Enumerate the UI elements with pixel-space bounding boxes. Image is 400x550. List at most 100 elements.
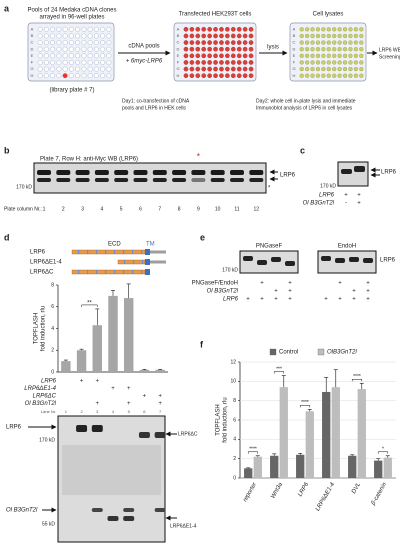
y-tick-label: 6 [51,304,54,310]
marker-label: 170 kD [39,437,55,443]
well [87,26,93,32]
plate-row-label: D [293,46,296,51]
well [189,46,195,52]
well [326,53,331,58]
x-tick-label: Wnt3a [270,481,284,500]
ecd-stripe [105,270,107,274]
band [91,508,103,512]
band [114,178,129,182]
well [56,73,62,79]
sign: + [357,193,361,199]
well [236,40,242,45]
well [242,46,248,52]
well [310,40,315,45]
band [154,508,166,512]
well [56,26,62,32]
plate-row-label: C [177,40,180,45]
well [230,53,236,59]
plate-row-label: H [293,73,296,78]
well [81,26,87,32]
well [183,33,189,39]
well [100,40,106,46]
well [225,46,230,52]
well [326,33,331,39]
well [242,73,248,79]
well [183,66,189,72]
well [359,40,364,45]
result-label: Screening [379,54,400,60]
plate-row-label: G [176,66,179,71]
well [56,46,62,52]
well [315,66,321,72]
well [207,33,212,39]
column-number: 2 [62,206,65,212]
well [310,60,315,65]
panel-label: c [300,145,305,155]
well [93,53,99,59]
well [37,66,43,72]
sign: + [80,379,84,385]
well [348,60,353,65]
well [195,53,201,59]
well [248,60,254,65]
well [236,33,242,39]
well [183,46,189,52]
sign: + [143,394,147,400]
plate-row-label: F [293,60,296,65]
lane-label: Lane Nr. [41,409,56,414]
lane-number: 4 [112,409,115,414]
icd [150,250,166,254]
well [37,26,43,32]
band-label: LRP6ΔE1-4 [170,523,197,529]
marker-label: 55 kD [42,521,55,527]
sign: + [288,281,292,287]
well [348,27,353,32]
well [321,66,326,72]
band [94,178,109,182]
band [152,178,167,182]
y-axis-label: fold induction, rlu [41,306,47,351]
well [304,40,310,45]
sign: + [111,386,115,392]
band [349,257,359,262]
well [213,40,218,45]
significance-bracket [81,304,98,307]
bar [348,455,357,478]
well [332,33,337,39]
well [93,40,99,46]
well [236,53,242,59]
well [207,73,212,79]
well [50,46,56,52]
bar [331,387,340,478]
well [248,26,254,32]
tm [145,249,150,255]
y-tick-label: 4 [51,326,54,332]
well [315,73,321,78]
well [43,73,49,79]
sign: + [246,297,250,303]
well [353,53,359,58]
well [75,33,81,39]
band-label: LRP6 [380,258,396,264]
band [191,170,206,175]
well [189,60,195,65]
lane-number: 2 [80,409,83,414]
well [81,66,87,72]
sign: + [260,297,264,303]
plate [289,22,367,82]
well [304,73,310,78]
sign: + [288,289,292,295]
well [68,73,74,79]
band [94,170,109,175]
ecd-stripe [132,270,134,274]
band [91,425,103,432]
x-tick-label: LRP6ΔE1-4 [315,481,336,512]
well [201,66,207,72]
arrow-label: cDNA pools [128,44,159,50]
well [81,53,87,59]
well [87,59,93,65]
column-number: 1 [43,206,46,212]
x-tick-label: reporter [242,481,258,503]
well [201,46,207,52]
well [348,40,353,45]
